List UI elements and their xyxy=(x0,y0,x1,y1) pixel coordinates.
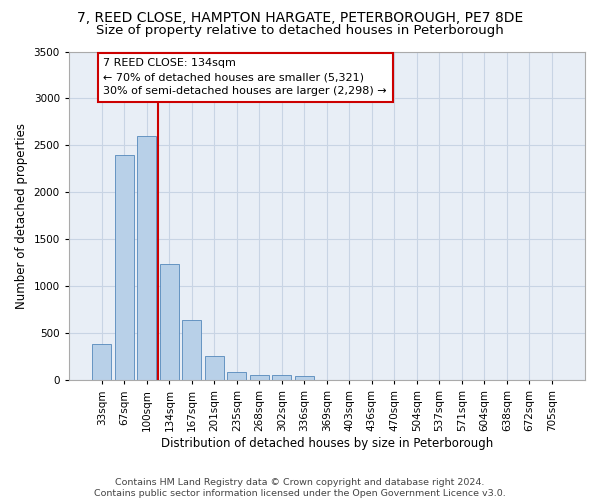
Y-axis label: Number of detached properties: Number of detached properties xyxy=(15,123,28,309)
Bar xyxy=(227,372,247,380)
Bar xyxy=(205,356,224,380)
X-axis label: Distribution of detached houses by size in Peterborough: Distribution of detached houses by size … xyxy=(161,437,493,450)
Bar xyxy=(182,320,202,380)
Bar xyxy=(250,375,269,380)
Bar xyxy=(160,264,179,380)
Bar xyxy=(115,155,134,380)
Text: Contains HM Land Registry data © Crown copyright and database right 2024.
Contai: Contains HM Land Registry data © Crown c… xyxy=(94,478,506,498)
Bar xyxy=(272,375,292,380)
Text: 7 REED CLOSE: 134sqm
← 70% of detached houses are smaller (5,321)
30% of semi-de: 7 REED CLOSE: 134sqm ← 70% of detached h… xyxy=(103,58,387,96)
Bar xyxy=(295,376,314,380)
Text: Size of property relative to detached houses in Peterborough: Size of property relative to detached ho… xyxy=(96,24,504,37)
Bar xyxy=(137,136,157,380)
Bar xyxy=(92,344,112,380)
Text: 7, REED CLOSE, HAMPTON HARGATE, PETERBOROUGH, PE7 8DE: 7, REED CLOSE, HAMPTON HARGATE, PETERBOR… xyxy=(77,11,523,25)
